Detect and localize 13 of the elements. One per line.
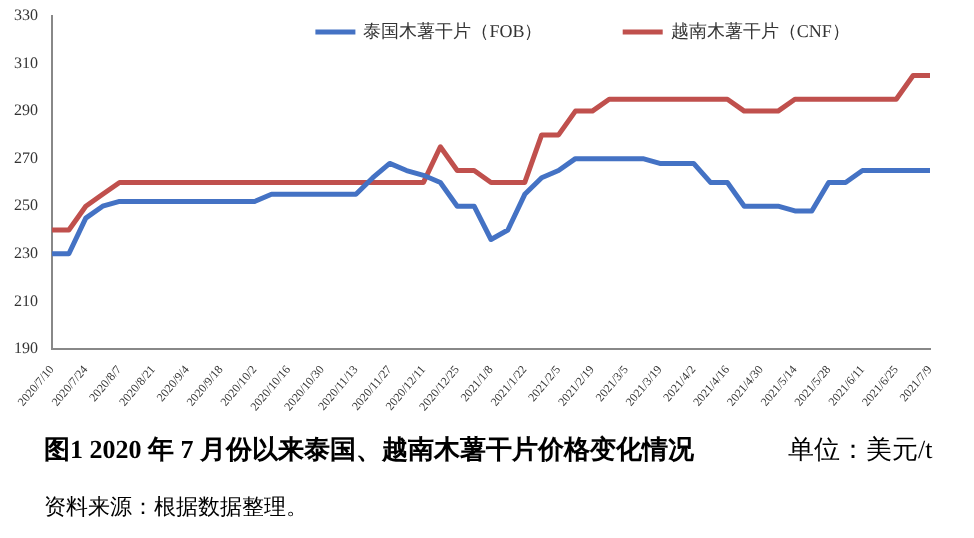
- legend-label: 泰国木薯干片（FOB）: [363, 20, 543, 41]
- text: 单位：美元/t: [788, 432, 933, 468]
- y-tick-label: 230: [14, 243, 38, 262]
- text: 资料来源：根据数据整理。: [44, 494, 308, 522]
- legend-label: 越南木薯干片（CNF）: [670, 20, 850, 41]
- y-tick-label: 330: [14, 6, 38, 25]
- y-tick-label: 190: [14, 339, 38, 358]
- y-tick-label: 250: [14, 196, 38, 215]
- y-tick-label: 270: [14, 148, 38, 167]
- y-tick-label: 210: [14, 291, 38, 310]
- text: 图1 2020 年 7 月份以来泰国、越南木薯干片价格变化情况: [44, 432, 694, 468]
- y-tick-label: 290: [14, 101, 38, 120]
- y-tick-label: 310: [14, 53, 38, 72]
